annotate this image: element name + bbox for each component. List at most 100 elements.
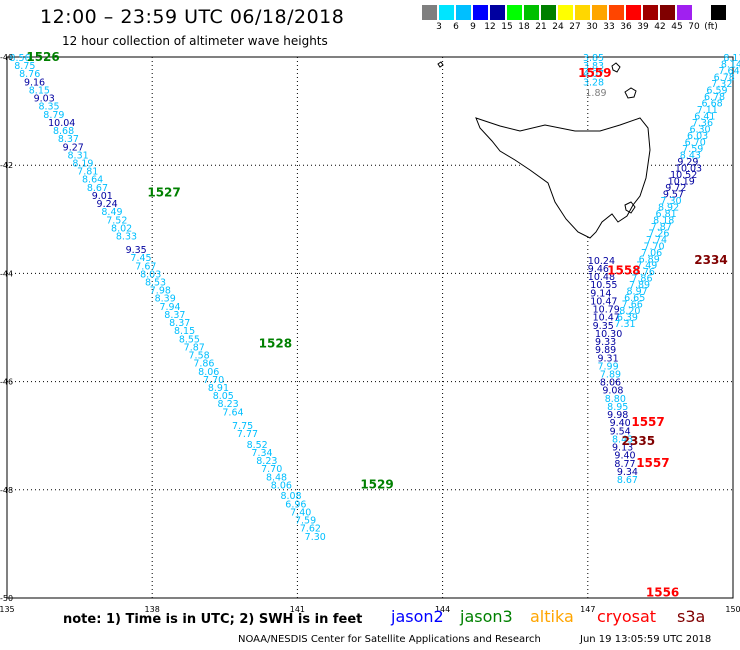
- map-title: 12:00 – 23:59 UTC 06/18/2018: [40, 6, 345, 28]
- wave-height-value: 8.91: [208, 383, 229, 394]
- scale-swatch: [592, 5, 608, 20]
- wave-height-value: 9.40: [610, 418, 631, 429]
- wave-height-value: 8.76: [19, 69, 40, 80]
- wave-height-value: 7.89: [600, 369, 621, 380]
- pass-label: 1526: [26, 50, 59, 64]
- scale-label: 24: [552, 22, 564, 32]
- wave-height-value: 10.47: [593, 313, 620, 324]
- wave-height-value: 10.48: [588, 272, 615, 283]
- wave-height-values: 8.568.758.769.168.159.038.358.7910.048.6…: [9, 53, 740, 543]
- wave-height-value: 8.37: [164, 310, 185, 321]
- wave-height-value: 8.23: [256, 456, 277, 467]
- wave-height-value: 8.43: [612, 434, 633, 445]
- lon-tick-label: 144: [435, 605, 450, 614]
- wave-height-value: 8.49: [101, 207, 122, 218]
- map-frame: [6, 56, 734, 599]
- wave-height-value: 7.99: [597, 361, 618, 372]
- wave-height-value: 9.01: [92, 191, 113, 202]
- scale-label: 3: [436, 22, 442, 32]
- pass-label: 1558: [607, 264, 640, 278]
- lat-tick-label: -48: [0, 486, 13, 495]
- wave-height-value: 9.34: [617, 467, 638, 478]
- scale-swatch: [456, 5, 472, 20]
- wave-height-value: 8.37: [169, 318, 190, 329]
- wave-height-value: 8.15: [29, 85, 50, 96]
- wave-height-value: 7.81: [77, 167, 98, 178]
- wave-height-value: 7.26: [648, 228, 669, 239]
- wave-height-value: 7.64: [718, 66, 739, 77]
- legend-altika: altika: [530, 607, 574, 626]
- wave-height-value: 7.70: [643, 241, 664, 252]
- wave-height-value: 6.78: [704, 92, 725, 103]
- tasmania-island-1: [437, 61, 444, 68]
- wave-height-value: 7.86: [193, 359, 214, 370]
- scale-swatch: [711, 5, 727, 20]
- wave-height-value: 7.66: [622, 300, 643, 311]
- wave-height-value: 8.67: [87, 183, 108, 194]
- wave-height-value: 10.52: [670, 170, 697, 181]
- wave-height-value: 6.78: [714, 72, 735, 83]
- wave-height-value: 8.06: [198, 367, 219, 378]
- wave-height-value: 8.08: [280, 491, 301, 502]
- wave-height-value: 8.18: [653, 215, 674, 226]
- wave-height-value: 8.20: [619, 306, 640, 317]
- pass-label: 1528: [259, 337, 292, 351]
- scale-swatch: [609, 5, 625, 20]
- wave-height-value: 7.70: [203, 375, 224, 386]
- wave-height-value: 7.45: [130, 253, 151, 264]
- wave-height-value: 7.76: [634, 267, 655, 278]
- scale-swatch: [541, 5, 557, 20]
- lon-tick-label: 141: [290, 605, 305, 614]
- timestamp-text: Jun 19 13:05:59 UTC 2018: [580, 634, 712, 645]
- wave-height-value: 8.35: [38, 102, 59, 113]
- wave-height-value: 10.55: [590, 280, 617, 291]
- wave-height-value: 7.94: [159, 302, 180, 313]
- scale-swatch: [473, 5, 489, 20]
- scale-swatch: [524, 5, 540, 20]
- scale-swatch: [507, 5, 523, 20]
- wave-height-value: 7.36: [692, 118, 713, 129]
- wave-height-value: 7.74: [646, 235, 667, 246]
- wave-height-value: 8.33: [116, 232, 137, 243]
- scale-swatch: [558, 5, 574, 20]
- wave-height-value: 1.89: [585, 88, 606, 99]
- wave-height-value: 6.89: [639, 254, 660, 265]
- lon-tick-label: 150: [725, 605, 740, 614]
- wave-height-value: 6.30: [689, 124, 710, 135]
- scale-label: (ft): [704, 22, 718, 32]
- wave-height-value: 7.89: [629, 280, 650, 291]
- wave-height-value: 9.89: [595, 345, 616, 356]
- wave-height-value: 3.83: [583, 61, 604, 72]
- scale-label: 27: [569, 22, 581, 32]
- wave-height-value: 7.70: [261, 464, 282, 475]
- scale-label: 39: [637, 22, 649, 32]
- wave-height-value: 7.77: [237, 429, 258, 440]
- wave-height-value: 8.52: [247, 440, 268, 451]
- lon-tick-label: 138: [145, 605, 160, 614]
- wave-height-value: 7.98: [150, 286, 171, 297]
- tasmania-coastline: [475, 117, 651, 239]
- scale-swatch: [643, 5, 659, 20]
- wave-height-value: 10.03: [675, 163, 702, 174]
- pass-label: 1527: [147, 185, 180, 199]
- wave-height-value: 8.06: [600, 378, 621, 389]
- wave-height-value: 9.08: [602, 386, 623, 397]
- lat-tick-label: -50: [0, 594, 13, 603]
- tasmania-island-2: [611, 62, 621, 73]
- wave-height-value: 7.34: [251, 448, 272, 459]
- wave-height-value: 6.81: [656, 209, 677, 220]
- wave-height-value: 8.14: [721, 59, 740, 70]
- wave-height-value: 8.39: [155, 294, 176, 305]
- scale-label: 21: [535, 22, 547, 32]
- wave-height-value: 6.68: [702, 98, 723, 109]
- pass-label: 2334: [694, 253, 727, 267]
- pass-label: 1559: [578, 66, 611, 80]
- scale-label: 9: [470, 22, 476, 32]
- wave-height-value: 8.95: [607, 402, 628, 413]
- wave-height-value: 9.46: [588, 264, 609, 275]
- wave-height-value: 8.11: [723, 53, 740, 64]
- pass-label: 1557: [631, 415, 664, 429]
- wave-height-value: 8.31: [68, 150, 89, 161]
- tasmania-island-3: [624, 87, 637, 99]
